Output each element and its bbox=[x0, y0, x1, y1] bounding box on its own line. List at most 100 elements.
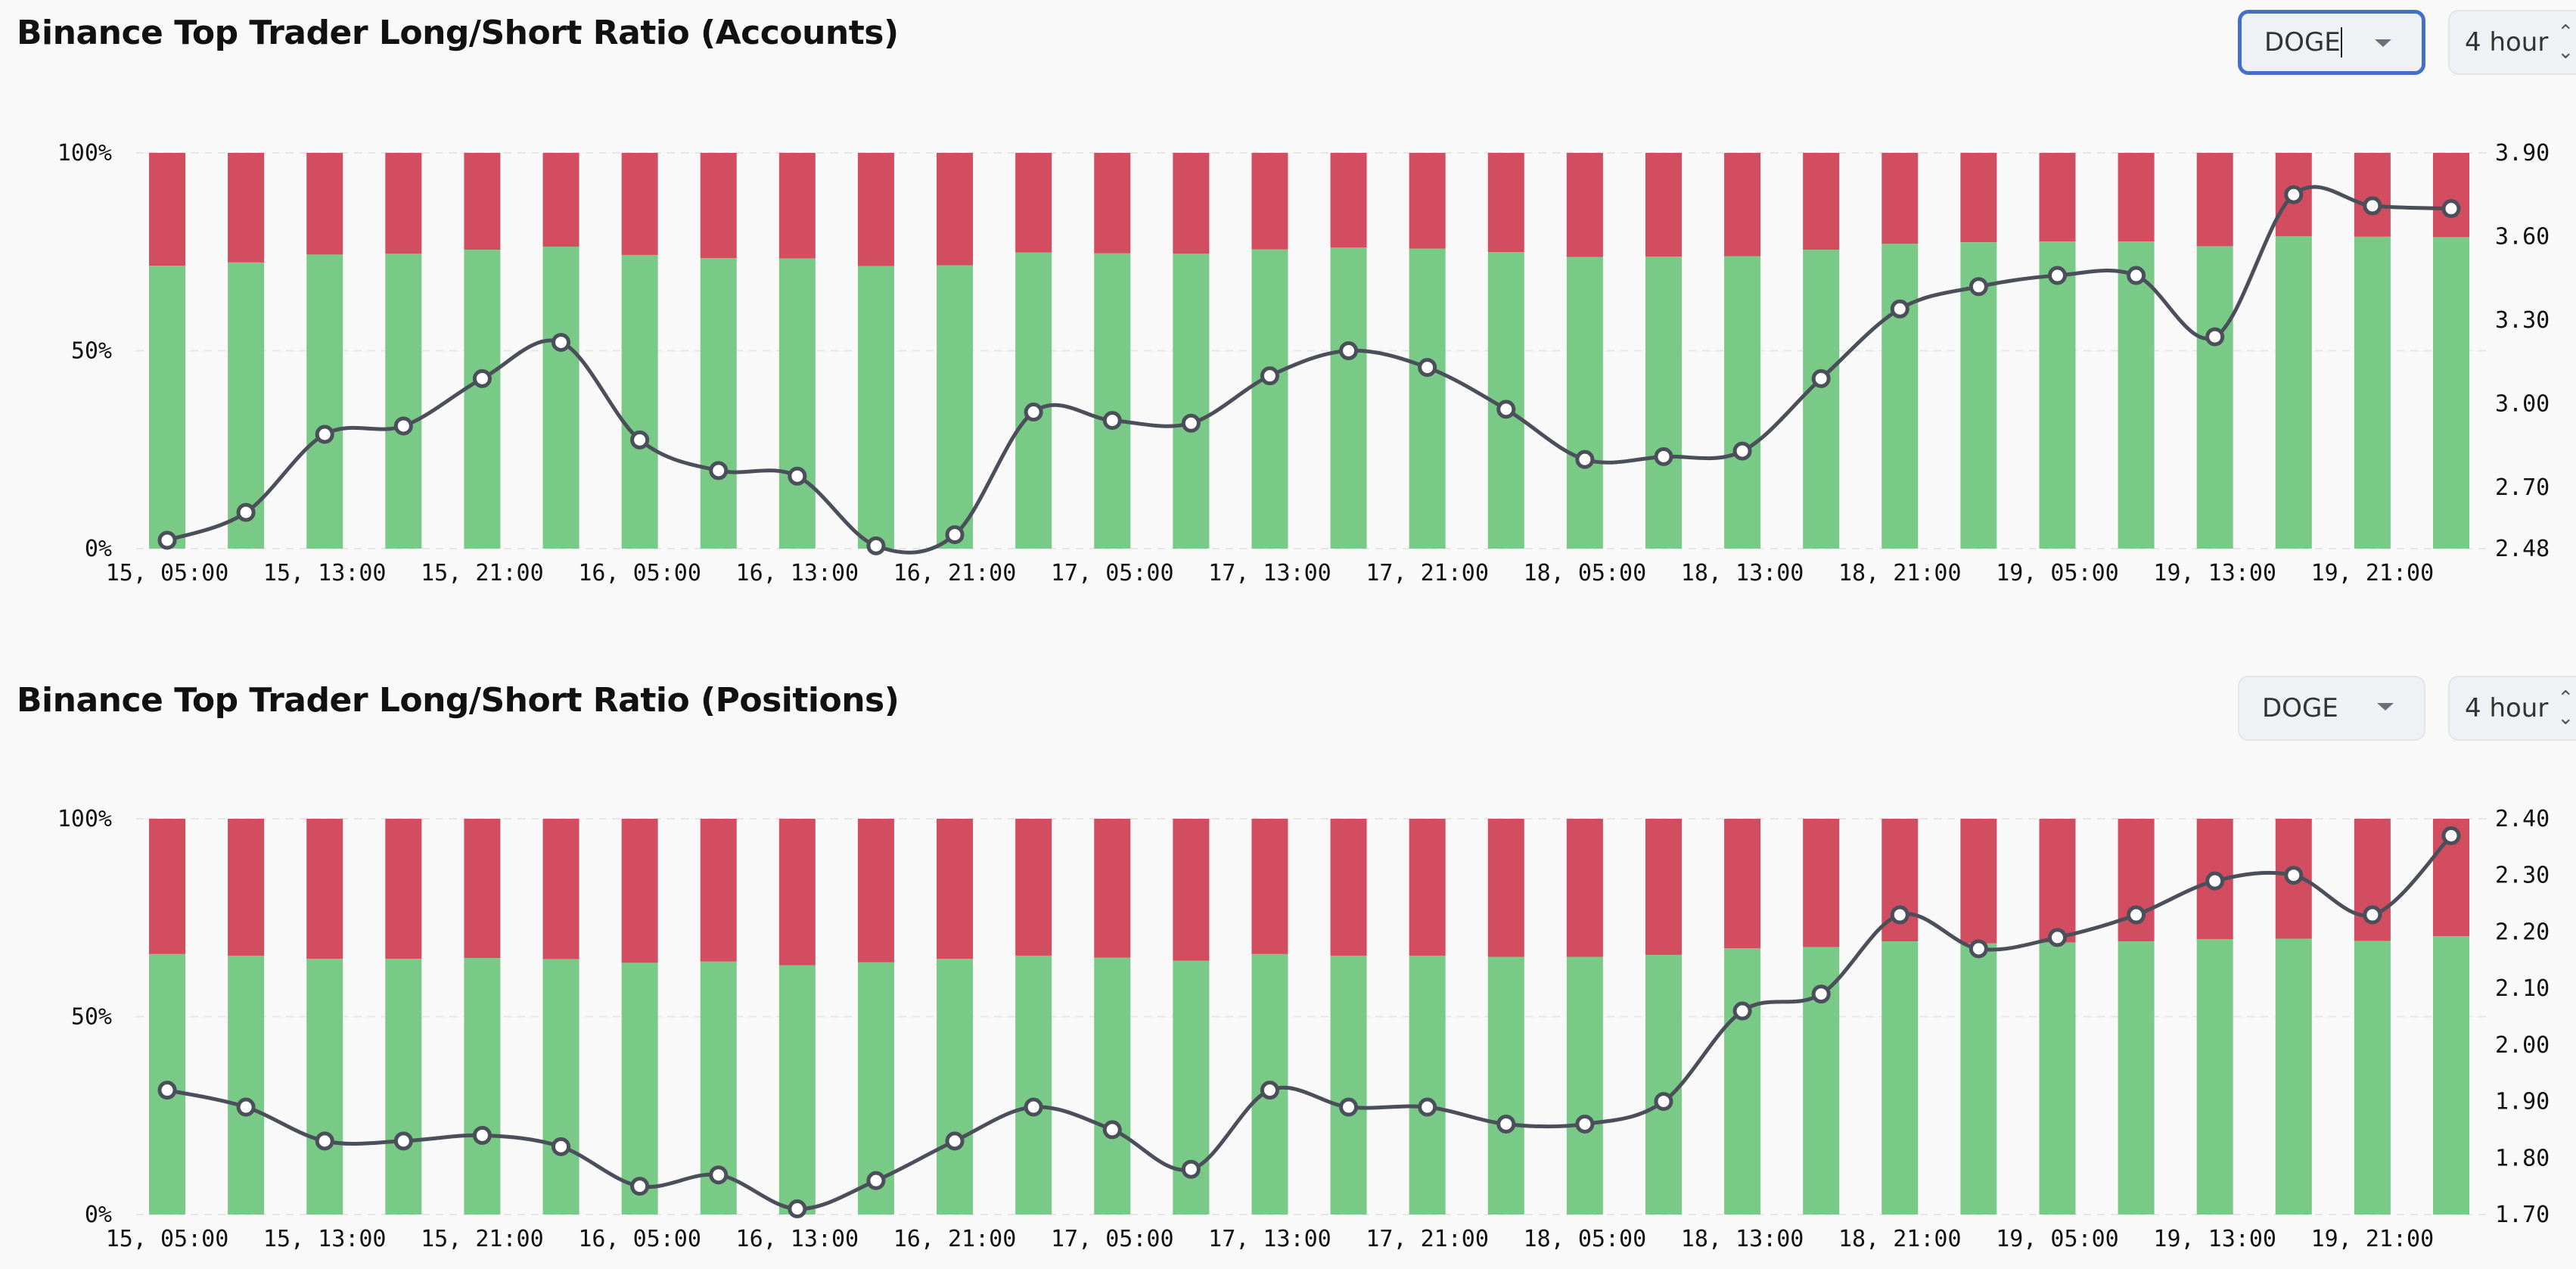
long-bar bbox=[2275, 938, 2312, 1215]
short-bar bbox=[2196, 153, 2233, 247]
ratio-point bbox=[1181, 1159, 1201, 1179]
short-bar bbox=[464, 819, 501, 959]
ratio-point bbox=[472, 1125, 492, 1145]
short-bar bbox=[1094, 819, 1131, 958]
left-axis-tick-label: 100% bbox=[57, 140, 112, 166]
short-bar bbox=[1015, 819, 1052, 956]
long-bar bbox=[1015, 252, 1052, 549]
ratio-point bbox=[552, 332, 571, 352]
x-axis-tick-label: 19, 21:00 bbox=[2311, 560, 2435, 586]
symbol-select-accounts[interactable]: DOGE bbox=[2238, 10, 2425, 75]
short-bar bbox=[306, 819, 343, 960]
long-bar bbox=[1015, 955, 1052, 1215]
right-axis-tick-label: 2.70 bbox=[2495, 474, 2550, 501]
ratio-point bbox=[2441, 199, 2461, 219]
short-bar bbox=[2039, 819, 2076, 943]
x-axis-tick-label: 15, 13:00 bbox=[263, 560, 387, 586]
short-bar bbox=[1803, 153, 1840, 250]
short-bar bbox=[937, 819, 974, 960]
short-bar bbox=[1409, 819, 1446, 956]
long-bar bbox=[1803, 250, 1840, 549]
x-axis-tick-label: 18, 21:00 bbox=[1838, 1226, 1962, 1252]
interval-select-accounts[interactable]: 4 hour ⌃ ⌄ bbox=[2448, 10, 2576, 75]
short-bar bbox=[1094, 153, 1131, 253]
ratio-point bbox=[1181, 413, 1201, 433]
ratio-point bbox=[1339, 1097, 1359, 1117]
long-bar bbox=[1645, 257, 1682, 549]
short-bar bbox=[542, 819, 580, 960]
ratio-point bbox=[393, 416, 413, 436]
x-axis-tick-label: 16, 13:00 bbox=[736, 1226, 859, 1252]
long-bar bbox=[2275, 236, 2312, 549]
caret-down-icon bbox=[2377, 703, 2394, 711]
ratio-point bbox=[1024, 403, 1043, 422]
accounts-ratio-chart: 100% 50% 0% 3.90 3.60 3.30 3.00 2.70 2.48 15, 05:… bbox=[57, 140, 2550, 586]
ratio-point bbox=[1102, 411, 1122, 431]
x-axis-tick-label: 17, 13:00 bbox=[1208, 560, 1332, 586]
ratio-point bbox=[2363, 905, 2382, 925]
up-down-chevron-icon: ⌃ ⌄ bbox=[2557, 21, 2574, 64]
x-axis-tick-label: 16, 05:00 bbox=[578, 1226, 701, 1252]
ratio-point bbox=[2127, 266, 2146, 285]
short-bar bbox=[228, 153, 265, 263]
ratio-point bbox=[1260, 1081, 1279, 1100]
ratio-line bbox=[166, 185, 2452, 555]
x-axis-tick-label: 19, 13:00 bbox=[2153, 560, 2276, 586]
x-axis-tick-label: 15, 13:00 bbox=[263, 1226, 387, 1252]
short-bar bbox=[2354, 153, 2391, 237]
long-bar bbox=[1566, 257, 1603, 549]
x-axis-tick-label: 18, 05:00 bbox=[1524, 1226, 1647, 1252]
long-bar bbox=[306, 254, 343, 549]
right-axis-tick-label: 2.00 bbox=[2495, 1032, 2550, 1059]
long-bar bbox=[937, 959, 974, 1215]
ratio-point bbox=[945, 525, 965, 545]
ratio-point bbox=[1102, 1120, 1122, 1140]
short-bar bbox=[700, 819, 737, 962]
long-bar bbox=[228, 955, 265, 1215]
short-bar bbox=[1015, 153, 1052, 253]
long-bar bbox=[621, 963, 658, 1215]
long-bar bbox=[1251, 249, 1288, 549]
ratio-point bbox=[1890, 299, 1909, 319]
short-bar bbox=[778, 819, 816, 966]
right-axis-tick-label: 2.40 bbox=[2495, 806, 2550, 832]
ratio-point bbox=[2205, 871, 2225, 891]
ratio-point bbox=[1496, 400, 1516, 419]
short-bar bbox=[1960, 819, 1997, 944]
x-axis-tick-label: 18, 21:00 bbox=[1838, 560, 1962, 586]
x-axis-tick-label: 15, 21:00 bbox=[421, 560, 544, 586]
ratio-point bbox=[1654, 446, 1673, 466]
right-axis-tick-label: 3.00 bbox=[2495, 390, 2550, 417]
short-bar bbox=[1409, 153, 1446, 249]
ratio-line bbox=[166, 834, 2453, 1211]
right-axis-tick-label: 2.30 bbox=[2495, 863, 2550, 889]
ratio-point bbox=[788, 1199, 807, 1219]
long-bar bbox=[1330, 955, 1367, 1215]
ratio-point bbox=[2047, 266, 2067, 285]
long-bar bbox=[2039, 241, 2076, 549]
interval-select-positions[interactable]: 4 hour ⌃ ⌄ bbox=[2448, 676, 2576, 741]
long-bar bbox=[1094, 957, 1131, 1215]
ratio-point bbox=[1496, 1114, 1516, 1134]
x-axis-tick-label: 17, 21:00 bbox=[1366, 560, 1489, 586]
short-bar bbox=[385, 153, 422, 254]
x-axis-tick-label: 19, 21:00 bbox=[2311, 1226, 2435, 1252]
ratio-point bbox=[788, 466, 807, 486]
short-bar bbox=[306, 153, 343, 255]
symbol-select-positions[interactable]: DOGE bbox=[2238, 676, 2425, 741]
ratio-point bbox=[866, 536, 886, 555]
long-bar bbox=[306, 959, 343, 1215]
short-bar bbox=[1487, 153, 1524, 253]
right-axis-tick-label: 3.30 bbox=[2495, 307, 2550, 334]
ratio-point bbox=[630, 430, 650, 449]
short-bar bbox=[937, 153, 974, 266]
short-bar bbox=[1960, 153, 1997, 243]
ratio-point bbox=[393, 1131, 413, 1151]
accounts-chart-title: Binance Top Trader Long/Short Ratio (Acc… bbox=[17, 14, 899, 52]
left-axis-tick-label: 0% bbox=[85, 536, 112, 562]
short-bar bbox=[621, 819, 658, 963]
right-axis-tick-label: 1.90 bbox=[2495, 1089, 2550, 1115]
short-bar bbox=[778, 153, 816, 259]
x-axis-tick-label: 18, 13:00 bbox=[1681, 560, 1804, 586]
right-axis-tick-label: 2.48 bbox=[2495, 536, 2550, 562]
